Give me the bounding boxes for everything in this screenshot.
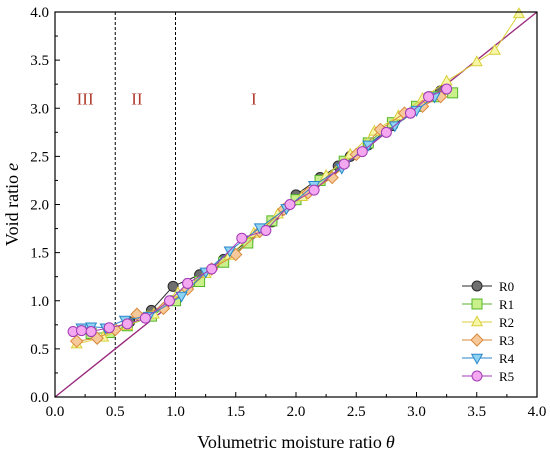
data-point-r5 — [308, 184, 320, 196]
data-point-r3 — [325, 170, 339, 185]
legend-marker — [470, 315, 484, 327]
data-point-r5 — [163, 295, 175, 307]
series-r2 — [70, 7, 526, 349]
series-r5 — [67, 83, 453, 338]
y-tick-label: 2.5 — [30, 149, 49, 165]
data-point-r5 — [76, 325, 88, 337]
legend-marker — [470, 353, 484, 365]
legend-item-r1: R1 — [462, 297, 514, 312]
y-axis-symbol: e — [2, 163, 22, 171]
data-point-r5 — [260, 224, 272, 236]
legend-item-r2: R2 — [462, 315, 514, 330]
data-point-r4 — [175, 291, 188, 303]
legend-label: R5 — [499, 369, 514, 384]
data-point-r5 — [441, 83, 453, 95]
data-point-r5 — [206, 263, 218, 275]
region-label: III — [77, 90, 94, 109]
legend-item-r0: R0 — [462, 279, 514, 294]
x-tick-label: 2.0 — [287, 404, 306, 420]
legend-label: R4 — [499, 351, 515, 366]
data-point-r2 — [512, 7, 526, 19]
x-tick-label: 4.0 — [528, 404, 547, 420]
legend-marker — [471, 298, 483, 310]
data-point-r5 — [356, 146, 368, 158]
data-point-r4 — [362, 140, 375, 152]
x-axis-symbol: θ — [386, 432, 395, 452]
x-tick-label: 1.5 — [226, 404, 245, 420]
legend-label: R3 — [499, 333, 514, 348]
region-label: I — [251, 90, 257, 109]
data-point-r5 — [85, 326, 97, 338]
x-tick-label: 1.0 — [166, 404, 185, 420]
data-point-r5 — [404, 107, 416, 119]
x-axis-title-text: Volumetric moisture ratio — [197, 432, 382, 452]
region-labels: III II I — [77, 90, 257, 109]
legend-item-r5: R5 — [462, 369, 514, 384]
data-point-r5 — [380, 126, 392, 138]
data-point-r5 — [121, 318, 133, 330]
y-tick-label: 3.5 — [30, 53, 49, 69]
data-point-r2 — [470, 55, 483, 67]
series-r1 — [85, 87, 459, 339]
data-point-r2 — [488, 43, 501, 55]
legend-marker — [471, 370, 483, 382]
legend-item-r3: R3 — [462, 333, 514, 348]
legend-label: R2 — [499, 315, 514, 330]
y-tick-label: 2.0 — [30, 198, 49, 214]
series-line-r2 — [76, 13, 520, 345]
x-tick-label: 2.5 — [347, 404, 366, 420]
data-point-r5 — [338, 158, 350, 170]
y-tick-label: 1.5 — [30, 246, 49, 262]
legend-label: R0 — [499, 279, 514, 294]
series-line-r1 — [91, 92, 453, 334]
data-point-r5 — [236, 232, 248, 244]
data-point-r3 — [69, 334, 84, 348]
data-point-r5 — [182, 277, 194, 289]
data-point-r5 — [139, 312, 151, 324]
y-axis-title-text: Void ratio — [2, 175, 22, 246]
y-tick-label: 1.0 — [30, 294, 49, 310]
data-point-r5 — [284, 199, 296, 210]
data-point-r5 — [103, 322, 115, 334]
y-axis-title: Void ratio e — [2, 163, 22, 246]
x-tick-label: 3.0 — [407, 404, 426, 420]
y-tick-label: 3.0 — [30, 101, 49, 117]
y-tick-label: 0.5 — [30, 342, 49, 358]
axis-ticks: 0.0 0.5 1.0 1.5 2.0 2.5 3.0 3.5 4.0 0.0 0.5 1.0 1.5 2… — [30, 5, 546, 420]
y-tick-label: 0.0 — [30, 390, 49, 406]
x-tick-label: 0.0 — [46, 404, 65, 420]
data-point-r4 — [223, 246, 236, 258]
legend-label: R1 — [499, 297, 514, 312]
data-point-r5 — [423, 91, 435, 103]
data-point-r0 — [167, 280, 179, 292]
legend-marker — [470, 333, 484, 347]
legend-item-r4: R4 — [462, 351, 515, 366]
series-group — [67, 7, 526, 349]
x-tick-label: 0.5 — [106, 404, 125, 420]
legend-marker — [471, 280, 483, 292]
data-point-r4 — [388, 121, 401, 133]
region-label: II — [131, 90, 143, 109]
x-tick-label: 3.5 — [467, 404, 486, 420]
x-axis-title: Volumetric moisture ratio θ — [197, 432, 395, 452]
y-tick-label: 4.0 — [30, 5, 49, 21]
legend: R0 R1 R2 R3 R4 R5 — [462, 279, 515, 384]
region-boundaries — [114, 12, 176, 397]
